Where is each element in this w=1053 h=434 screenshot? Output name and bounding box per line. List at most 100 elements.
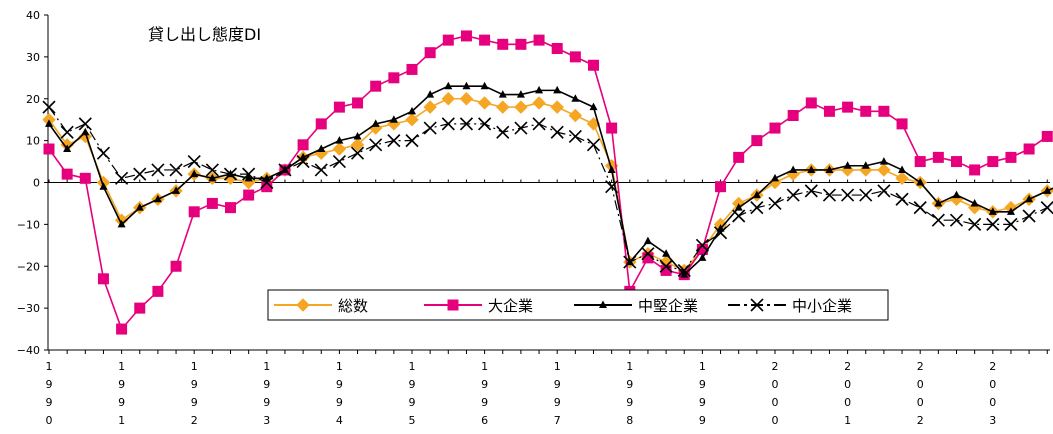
marker-triangle <box>599 300 607 308</box>
marker-x <box>931 213 945 227</box>
legend-label: 中小企業 <box>792 297 852 315</box>
legend-item: 大企業 <box>424 297 533 315</box>
legend-label: 総数 <box>338 297 368 315</box>
marker-x <box>550 125 564 139</box>
marker-x <box>732 209 746 223</box>
x-year-label-digit: 9 <box>699 396 706 409</box>
marker-x <box>514 121 528 135</box>
y-tick-label: 30 <box>26 51 40 64</box>
marker-x <box>133 167 147 181</box>
x-year-label-digit: 9 <box>481 378 488 391</box>
marker-triangle <box>553 85 562 94</box>
marker-x <box>677 263 691 278</box>
marker-square <box>370 80 382 92</box>
marker-triangle <box>607 165 616 173</box>
x-year-label-digit: 0 <box>844 378 851 391</box>
marker-triangle <box>1006 207 1015 215</box>
marker-diamond <box>477 96 492 110</box>
x-year-label-digit: 1 <box>263 360 270 373</box>
marker-x <box>96 146 111 160</box>
marker-triangle <box>135 203 144 211</box>
marker-x <box>605 180 619 194</box>
marker-diamond <box>877 163 891 177</box>
marker-triangle <box>208 173 217 182</box>
marker-square <box>479 34 491 46</box>
x-year-label-digit: 1 <box>118 414 125 427</box>
marker-x <box>750 201 764 215</box>
x-year-label-digit: 1 <box>409 360 416 373</box>
marker-square <box>896 118 908 130</box>
marker-diamond <box>568 108 583 123</box>
marker-x <box>968 217 982 231</box>
marker-square <box>134 302 146 314</box>
series-line <box>48 106 1053 272</box>
marker-triangle <box>916 178 925 186</box>
marker-triangle <box>335 136 344 144</box>
marker-square <box>297 139 309 151</box>
marker-x <box>1040 201 1053 215</box>
marker-square <box>460 30 472 42</box>
marker-square <box>969 164 981 176</box>
marker-x <box>369 138 383 152</box>
x-year-label-digit: 0 <box>917 378 924 391</box>
marker-square <box>642 252 654 264</box>
legend-item: 総数 <box>274 297 368 315</box>
marker-x <box>60 125 74 139</box>
marker-x <box>949 213 964 227</box>
x-year-label-digit: 1 <box>118 360 125 373</box>
marker-triangle <box>934 198 943 207</box>
marker-square <box>914 156 926 168</box>
marker-x <box>115 171 129 185</box>
marker-x <box>423 121 437 135</box>
marker-square <box>61 168 73 180</box>
x-year-label-digit: 2 <box>844 360 851 373</box>
marker-x <box>750 298 764 312</box>
marker-triangle <box>843 161 852 169</box>
marker-x <box>496 125 510 139</box>
axes: 403020100−10−20−30−401990199119921993199… <box>17 9 1050 427</box>
x-year-label-digit: 9 <box>191 396 198 409</box>
x-year-label-digit: 9 <box>626 396 633 409</box>
marker-square <box>352 97 364 109</box>
marker-square <box>987 156 999 168</box>
marker-square <box>170 260 182 272</box>
marker-triangle <box>480 81 489 90</box>
marker-triangle <box>825 165 834 173</box>
x-year-label-digit: 2 <box>917 360 924 373</box>
marker-triangle <box>734 203 743 211</box>
y-tick-label: 40 <box>26 9 40 22</box>
marker-triangle <box>190 169 199 178</box>
marker-x <box>1004 217 1018 231</box>
marker-triangle <box>45 119 53 127</box>
marker-triangle <box>63 144 72 152</box>
marker-x <box>713 226 728 240</box>
legend: 総数 大企業 中堅企業 中小企業 <box>267 289 889 321</box>
marker-square <box>787 110 799 121</box>
marker-x <box>169 163 183 177</box>
marker-diamond <box>332 142 347 156</box>
x-year-label-digit: 3 <box>263 414 270 427</box>
marker-triangle <box>99 182 108 190</box>
marker-x <box>895 192 909 206</box>
x-year-label-digit: 2 <box>917 414 924 427</box>
x-year-label-digit: 9 <box>191 378 198 391</box>
x-year-label-digit: 0 <box>46 414 53 427</box>
marker-triangle <box>535 85 544 94</box>
marker-x <box>296 154 310 169</box>
marker-triangle <box>898 165 907 173</box>
legend-label: 中堅企業 <box>638 297 698 315</box>
marker-diamond <box>532 96 546 110</box>
marker-square <box>97 273 109 285</box>
marker-square <box>116 323 128 335</box>
marker-diamond <box>423 100 437 114</box>
marker-square <box>951 156 962 168</box>
x-year-label-digit: 1 <box>626 360 633 373</box>
marker-triangle <box>516 90 525 98</box>
marker-x <box>459 117 474 131</box>
y-tick-label: −30 <box>17 302 40 315</box>
series-大企業 <box>43 30 1053 335</box>
marker-square <box>805 97 817 109</box>
marker-diamond <box>441 92 456 106</box>
x-year-label-digit: 9 <box>46 396 53 409</box>
